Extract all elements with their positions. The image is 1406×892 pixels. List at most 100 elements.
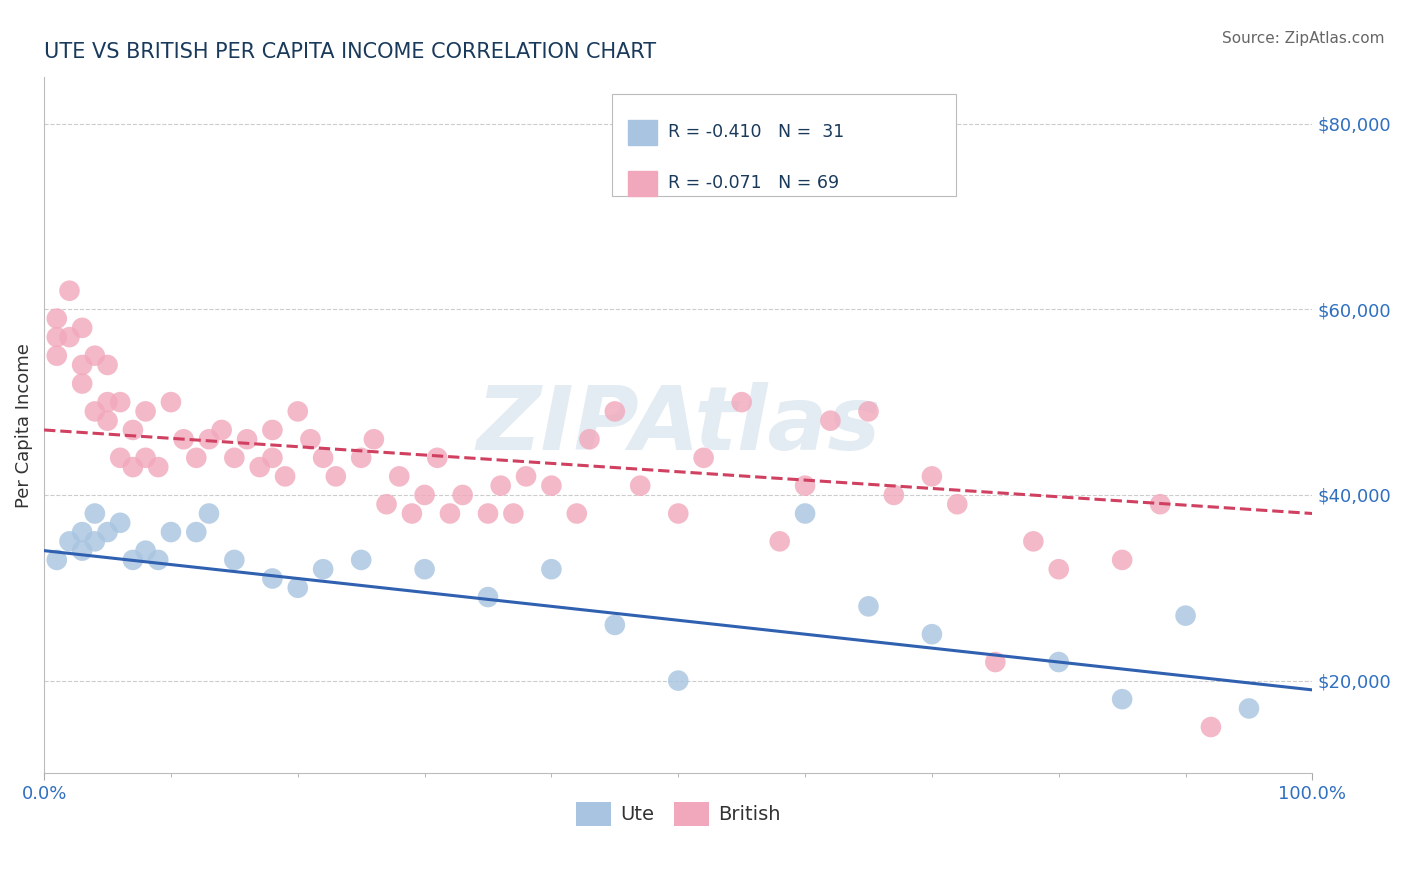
- Point: [45, 311, 67, 326]
- Point: [299, 432, 322, 446]
- Point: [858, 599, 880, 614]
- Point: [58, 330, 80, 344]
- Point: [1047, 655, 1070, 669]
- Point: [236, 432, 259, 446]
- Point: [350, 450, 373, 465]
- Point: [274, 469, 297, 483]
- Point: [413, 562, 436, 576]
- Point: [921, 469, 943, 483]
- Point: [58, 534, 80, 549]
- Point: [262, 423, 284, 437]
- Point: [224, 553, 246, 567]
- Point: [45, 553, 67, 567]
- Point: [83, 507, 105, 521]
- Point: [375, 497, 398, 511]
- Point: [363, 432, 385, 446]
- Point: [70, 358, 93, 372]
- Y-axis label: Per Capita Income: Per Capita Income: [15, 343, 32, 508]
- Point: [883, 488, 905, 502]
- Point: [769, 534, 792, 549]
- Point: [148, 553, 170, 567]
- Text: ZIPAtlas: ZIPAtlas: [477, 382, 880, 469]
- Point: [262, 450, 284, 465]
- Point: [540, 478, 562, 492]
- Point: [122, 460, 145, 475]
- Point: [1199, 720, 1222, 734]
- Point: [108, 516, 131, 530]
- Point: [96, 414, 118, 428]
- Point: [921, 627, 943, 641]
- Point: [666, 673, 689, 688]
- Point: [413, 488, 436, 502]
- Point: [70, 543, 93, 558]
- Point: [70, 321, 93, 335]
- Point: [984, 655, 1007, 669]
- Text: R = -0.071   N = 69: R = -0.071 N = 69: [668, 175, 839, 193]
- Point: [173, 432, 195, 446]
- Point: [1174, 608, 1197, 623]
- Point: [1022, 534, 1045, 549]
- Point: [312, 450, 335, 465]
- Point: [148, 460, 170, 475]
- Point: [603, 404, 626, 418]
- Point: [198, 507, 221, 521]
- Point: [325, 469, 347, 483]
- Point: [730, 395, 752, 409]
- Point: [477, 590, 499, 604]
- Point: [287, 404, 309, 418]
- Text: UTE VS BRITISH PER CAPITA INCOME CORRELATION CHART: UTE VS BRITISH PER CAPITA INCOME CORRELA…: [44, 42, 657, 62]
- Point: [1111, 692, 1133, 706]
- Point: [96, 395, 118, 409]
- Point: [401, 507, 423, 521]
- Point: [122, 423, 145, 437]
- Point: [515, 469, 537, 483]
- Point: [83, 349, 105, 363]
- Point: [489, 478, 512, 492]
- Point: [96, 358, 118, 372]
- Point: [388, 469, 411, 483]
- Point: [83, 534, 105, 549]
- Point: [83, 404, 105, 418]
- Point: [211, 423, 233, 437]
- Text: Source: ZipAtlas.com: Source: ZipAtlas.com: [1222, 31, 1385, 46]
- Point: [692, 450, 714, 465]
- Point: [135, 404, 157, 418]
- Point: [160, 524, 183, 539]
- Point: [578, 432, 600, 446]
- Point: [666, 507, 689, 521]
- Point: [820, 414, 842, 428]
- Point: [262, 572, 284, 586]
- Point: [451, 488, 474, 502]
- Point: [249, 460, 271, 475]
- Point: [70, 376, 93, 391]
- Point: [603, 618, 626, 632]
- Point: [540, 562, 562, 576]
- Point: [135, 450, 157, 465]
- Point: [1047, 562, 1070, 576]
- Point: [198, 432, 221, 446]
- Point: [439, 507, 461, 521]
- Point: [946, 497, 969, 511]
- Point: [1149, 497, 1171, 511]
- Legend: Ute, British: Ute, British: [568, 794, 789, 833]
- Point: [794, 507, 817, 521]
- Point: [628, 478, 651, 492]
- Point: [502, 507, 524, 521]
- Point: [858, 404, 880, 418]
- Point: [45, 349, 67, 363]
- Point: [426, 450, 449, 465]
- Point: [186, 450, 208, 465]
- Point: [565, 507, 588, 521]
- Point: [58, 284, 80, 298]
- Point: [108, 395, 131, 409]
- Point: [1237, 701, 1260, 715]
- Point: [1111, 553, 1133, 567]
- Point: [287, 581, 309, 595]
- Point: [96, 524, 118, 539]
- Point: [122, 553, 145, 567]
- Text: R = -0.410   N =  31: R = -0.410 N = 31: [668, 123, 844, 141]
- Point: [186, 524, 208, 539]
- Point: [45, 330, 67, 344]
- Point: [108, 450, 131, 465]
- Point: [160, 395, 183, 409]
